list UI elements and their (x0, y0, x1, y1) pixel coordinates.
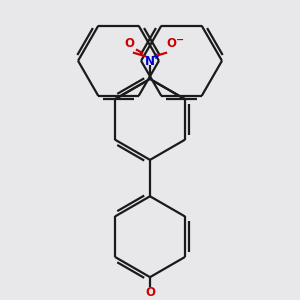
Text: +: + (152, 52, 159, 61)
Text: N: N (145, 56, 155, 68)
Text: O: O (166, 38, 176, 50)
Text: −: − (176, 35, 184, 45)
Text: O: O (124, 38, 134, 50)
Text: O: O (145, 286, 155, 299)
